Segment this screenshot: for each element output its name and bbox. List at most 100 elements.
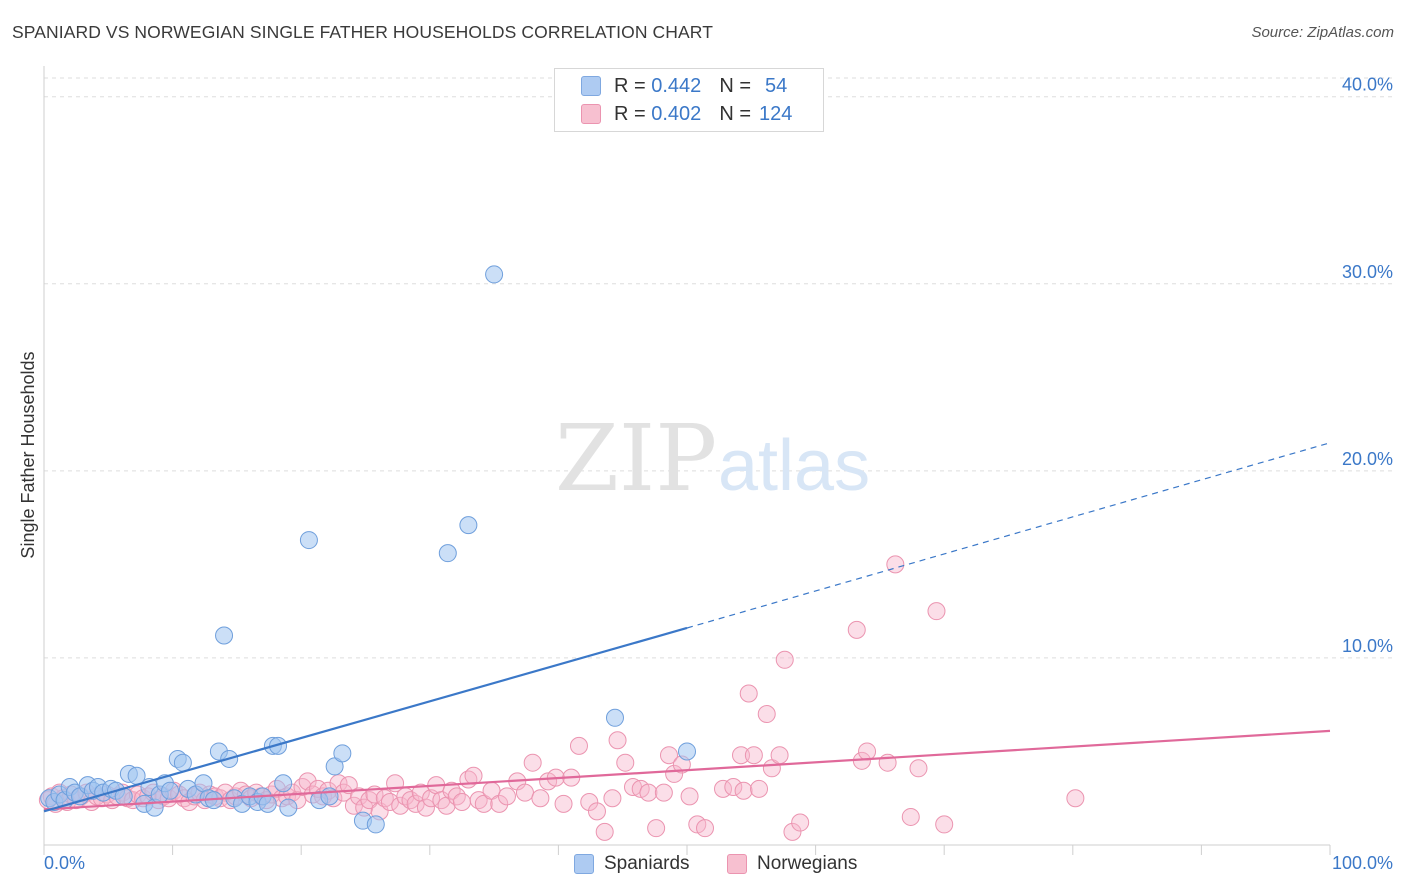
norwegian-point	[391, 796, 410, 815]
spaniard-point	[274, 774, 293, 793]
n-label: N =	[719, 74, 751, 97]
norwegian-point	[497, 787, 516, 806]
norwegian-point	[750, 779, 769, 798]
norwegian-point	[858, 742, 877, 761]
norwegian-point	[432, 791, 451, 810]
spaniard-point	[366, 815, 385, 834]
norwegian-point	[696, 819, 715, 838]
spaniard-point	[279, 798, 298, 817]
axes-layer	[43, 66, 1331, 855]
norwegian-point	[515, 783, 534, 802]
norwegians-swatch	[581, 104, 601, 124]
norwegian-point	[464, 766, 483, 785]
norwegian-point	[739, 684, 758, 703]
norwegian-point	[654, 783, 673, 802]
norwegian-point	[523, 753, 542, 772]
spaniards-n-value: 54	[765, 74, 788, 97]
norwegians-trend-line	[43, 729, 1331, 811]
spaniards-trend-projection	[686, 442, 1331, 629]
spaniards-legend-label: Spaniards	[604, 853, 690, 874]
norwegian-point	[886, 555, 905, 574]
spaniard-point	[299, 531, 318, 550]
norwegian-point	[603, 789, 622, 808]
norwegian-point	[791, 813, 810, 832]
spaniard-point	[485, 265, 504, 284]
norwegian-point	[775, 650, 794, 669]
chart-title: SPANIARD VS NORWEGIAN SINGLE FATHER HOUS…	[12, 22, 714, 42]
norwegian-point	[734, 781, 753, 800]
spaniards-swatch	[581, 76, 601, 96]
norwegian-point	[724, 778, 743, 797]
norwegians-r-value: 0.402	[651, 102, 702, 125]
watermark: ZIP atlas	[555, 405, 870, 512]
norwegians-n-value: 124	[759, 102, 793, 125]
legend-row-norwegians: R = 0.402 N = 124	[581, 102, 792, 126]
norwegian-point	[490, 794, 509, 813]
norwegian-point	[927, 602, 946, 621]
label-layer: 10.0% 20.0% 30.0% 40.0% 0.0% 100.0% Single Fat…	[18, 75, 1393, 873]
watermark-zip: ZIP	[555, 405, 717, 512]
legend-row-spaniards: R = 0.442 N = 54	[581, 74, 787, 98]
trend-layer	[43, 442, 1331, 813]
spaniard-point	[438, 544, 457, 563]
spaniard-point	[333, 744, 352, 763]
spaniard-point	[215, 626, 234, 645]
norwegian-point	[350, 787, 369, 806]
y-tick-label: 40.0%	[1342, 75, 1393, 95]
spaniard-point	[459, 516, 478, 535]
x-tick-label: 0.0%	[44, 853, 85, 873]
stats-legend: R = 0.442 N = 54 R = 0.402 N = 124	[554, 68, 824, 132]
norwegian-point	[680, 787, 699, 806]
watermark-atlas: atlas	[718, 426, 870, 506]
norwegian-point	[569, 736, 588, 755]
norwegian-point	[580, 792, 599, 811]
bottom-legend-norwegians: Norwegians	[727, 852, 857, 876]
norwegian-point	[744, 746, 763, 765]
norwegian-point	[608, 731, 627, 750]
norwegian-point	[531, 789, 550, 808]
norwegian-point	[447, 787, 466, 806]
norwegian-point	[360, 791, 379, 810]
y-tick-label: 20.0%	[1342, 449, 1393, 469]
y-axis-label: Single Father Households	[18, 351, 38, 558]
n-label: N =	[719, 102, 751, 125]
norwegian-point	[935, 815, 954, 834]
source-credit: Source: ZipAtlas.com	[1251, 24, 1394, 41]
grid-layer	[44, 77, 1392, 659]
norwegian-point	[442, 781, 461, 800]
norwegian-point	[587, 802, 606, 821]
norwegian-point	[452, 792, 471, 811]
norwegian-point	[595, 822, 614, 841]
norwegian-point	[757, 705, 776, 724]
norwegian-point	[647, 819, 666, 838]
norwegian-point	[554, 794, 573, 813]
spaniard-point	[173, 753, 192, 772]
spaniard-point	[194, 774, 213, 793]
norwegian-point	[901, 807, 920, 826]
norwegian-point	[770, 746, 789, 765]
norwegian-point	[909, 759, 928, 778]
norwegian-point	[639, 783, 658, 802]
spaniard-point	[161, 781, 180, 800]
spaniard-point	[605, 708, 624, 727]
norwegian-point	[783, 822, 802, 841]
norwegians-legend-label: Norwegians	[757, 853, 858, 874]
norwegians-legend-swatch	[727, 854, 747, 874]
r-label: R =	[614, 74, 646, 97]
norwegian-point	[1066, 789, 1085, 808]
spaniard-points	[40, 265, 696, 834]
y-tick-label: 10.0%	[1342, 636, 1393, 656]
spaniard-point	[258, 794, 277, 813]
spaniards-legend-swatch	[574, 854, 594, 874]
spaniards-r-value: 0.442	[651, 74, 702, 97]
norwegian-point	[847, 620, 866, 639]
spaniard-point	[678, 742, 696, 761]
norwegian-point	[339, 776, 358, 795]
spaniard-point	[320, 787, 339, 806]
y-tick-label: 30.0%	[1342, 262, 1393, 282]
x-tick-label: 100.0%	[1332, 853, 1393, 873]
bottom-legend-spaniards: Spaniards	[574, 852, 690, 876]
r-label: R =	[614, 102, 646, 125]
spaniard-point	[269, 736, 288, 755]
